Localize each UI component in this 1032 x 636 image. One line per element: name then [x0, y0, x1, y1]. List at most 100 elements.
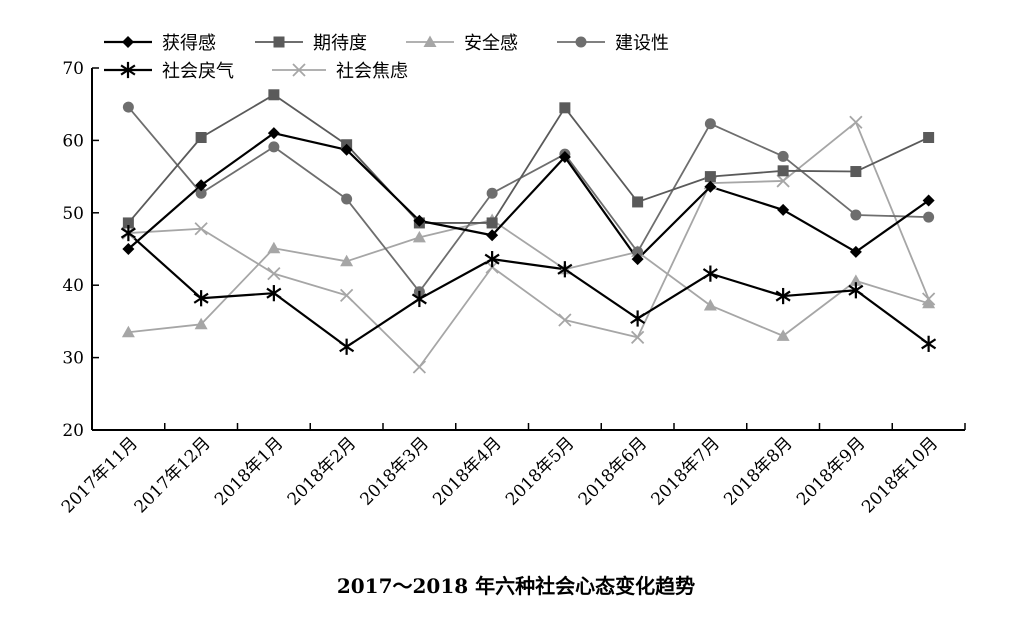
data-point-x	[267, 266, 281, 281]
data-point-asterisk	[339, 338, 355, 355]
x-tick-label: 2018年10月	[858, 433, 942, 517]
data-point-diamond	[413, 214, 426, 227]
data-point-diamond	[267, 127, 280, 140]
legend-label: 社会焦虑	[336, 61, 408, 82]
data-point-square	[704, 171, 716, 183]
data-point-circle	[850, 209, 862, 221]
legend-item: 安全感	[406, 33, 518, 54]
data-point-circle	[195, 187, 207, 199]
series-line-circle	[127, 106, 929, 293]
data-point-square	[850, 166, 862, 178]
legend-marker-square	[273, 36, 285, 48]
legend-marker-circle	[575, 36, 587, 48]
y-tick-label: 40	[62, 276, 84, 296]
data-point-x	[558, 313, 572, 327]
data-point-square	[486, 217, 498, 229]
legend-item: 期待度	[255, 33, 367, 54]
data-point-triangle	[267, 241, 281, 254]
legend-item: 建设性	[557, 33, 669, 54]
data-point-square	[559, 102, 571, 114]
data-point-diamond	[777, 203, 790, 216]
data-point-square	[632, 196, 644, 208]
data-point-asterisk	[630, 310, 646, 327]
data-point-circle	[632, 246, 644, 258]
data-point-asterisk	[120, 224, 136, 242]
data-point-diamond	[195, 179, 208, 192]
data-point-diamond	[704, 180, 717, 193]
legend-item: 获得感	[104, 33, 216, 54]
legend-label: 社会戾气	[162, 61, 234, 82]
x-tick-label: 2017年12月	[131, 433, 215, 517]
legend-label: 获得感	[162, 33, 216, 54]
data-point-asterisk	[921, 335, 937, 352]
y-tick-label: 20	[62, 421, 84, 441]
y-tick-label: 60	[62, 131, 84, 151]
data-point-circle	[923, 211, 935, 223]
data-point-triangle	[121, 325, 135, 338]
data-point-x	[776, 174, 790, 188]
data-point-diamond	[631, 253, 644, 266]
data-point-circle	[122, 101, 134, 113]
data-point-asterisk	[775, 287, 791, 305]
x-tick-label: 2018年7月	[647, 433, 723, 509]
y-tick-label: 70	[62, 59, 84, 79]
data-point-asterisk	[266, 285, 282, 302]
data-point-diamond	[558, 151, 571, 164]
data-point-diamond	[486, 229, 499, 242]
data-point-asterisk	[484, 251, 500, 268]
data-point-asterisk	[702, 265, 718, 282]
series-line-square	[127, 93, 930, 224]
x-tick-label: 2018年2月	[284, 433, 360, 509]
chart-title: 2017～2018 年六种社会心态变化趋势	[336, 574, 696, 598]
data-point-square	[122, 217, 134, 229]
legend-label: 建设性	[615, 33, 669, 54]
data-point-diamond	[122, 243, 135, 255]
x-tick-label: 2018年8月	[720, 433, 796, 509]
x-tick-label: 2018年4月	[429, 433, 505, 509]
data-point-triangle	[776, 329, 790, 341]
data-point-triangle	[703, 298, 717, 311]
data-point-asterisk	[411, 290, 427, 308]
legend-label: 期待度	[313, 33, 367, 54]
legend-marker-x	[292, 63, 306, 77]
data-point-x	[194, 222, 208, 236]
data-point-asterisk	[848, 282, 864, 299]
data-point-circle	[268, 141, 280, 153]
y-tick-label: 50	[62, 204, 84, 224]
data-point-square	[777, 165, 789, 177]
data-point-triangle	[849, 274, 863, 286]
x-tick-label: 2018年5月	[502, 433, 578, 509]
legend-marker-asterisk	[120, 61, 136, 79]
plot-markers	[120, 89, 937, 374]
data-point-x	[412, 360, 427, 374]
axes: 2030405060702017年11月2017年12月2018年1月2018年…	[58, 59, 966, 517]
x-tick-label: 2018年9月	[793, 433, 869, 509]
data-point-triangle	[340, 254, 354, 267]
data-point-diamond	[340, 143, 353, 156]
data-point-circle	[341, 193, 353, 205]
series-line-triangle	[128, 219, 929, 337]
data-point-x	[339, 288, 354, 302]
x-tick-label: 2018年1月	[211, 433, 287, 509]
data-point-square	[268, 89, 280, 101]
data-point-asterisk	[557, 261, 573, 278]
data-point-square	[923, 132, 935, 144]
data-point-triangle	[922, 296, 936, 309]
x-tick-label: 2017年11月	[58, 433, 142, 517]
data-point-circle	[777, 150, 789, 162]
data-point-diamond	[849, 245, 862, 258]
data-point-triangle	[412, 230, 426, 243]
data-point-triangle	[194, 317, 208, 330]
legend-label: 安全感	[464, 33, 518, 54]
data-point-diamond	[922, 194, 935, 207]
legend-marker-triangle	[423, 35, 437, 47]
series-line-diamond	[127, 132, 930, 261]
legend-item: 社会焦虑	[272, 61, 408, 82]
y-tick-label: 30	[62, 349, 84, 369]
data-point-square	[195, 132, 207, 144]
data-point-x	[849, 115, 863, 129]
data-point-asterisk	[193, 290, 209, 307]
chart: 2030405060702017年11月2017年12月2018年1月2018年…	[58, 33, 966, 517]
data-point-circle	[486, 187, 498, 199]
